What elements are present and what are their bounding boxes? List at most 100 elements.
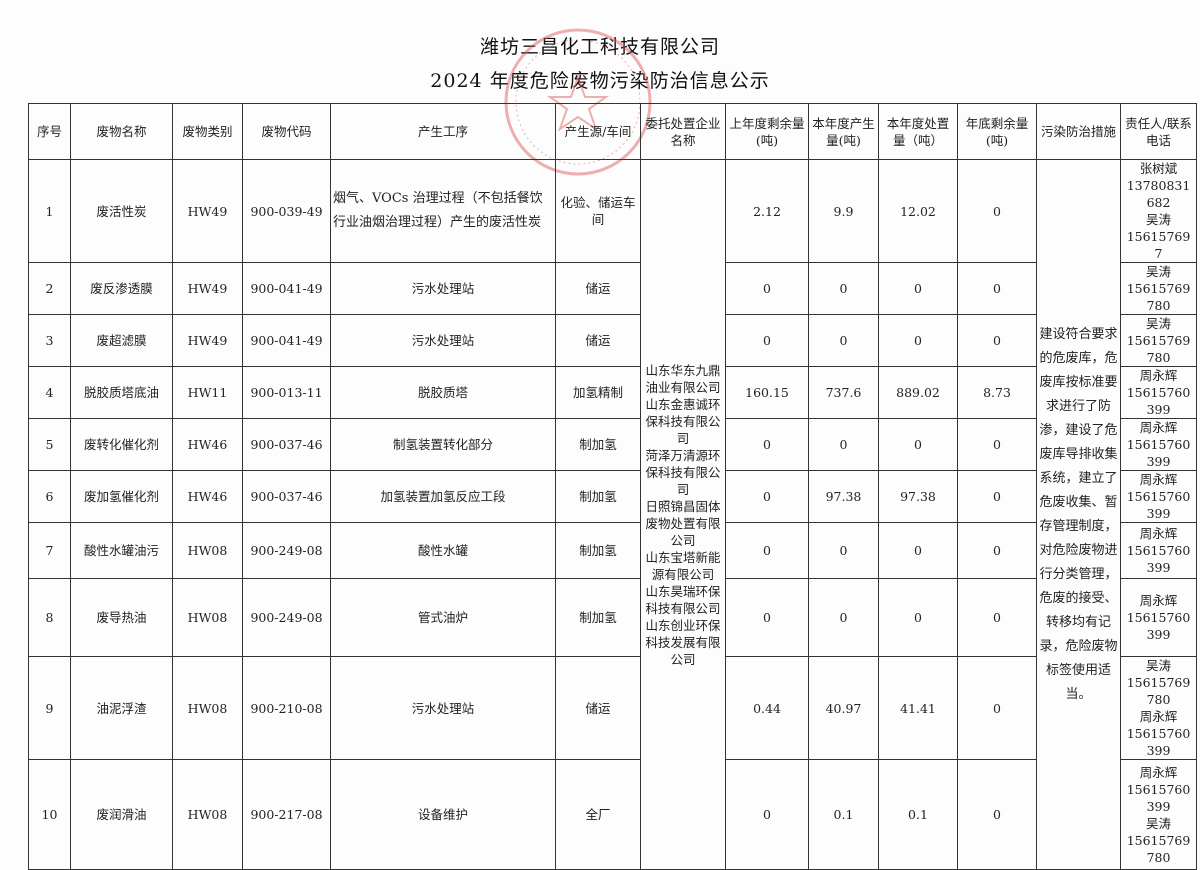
company-name: 潍坊三昌化工科技有限公司 xyxy=(479,36,720,58)
cell-prev: 2.12 xyxy=(725,159,809,263)
cell-remaining: 0 xyxy=(957,418,1037,471)
table-row: 9 油泥浮渣 HW08 900-210-08 污水处理站 储运 0.44 40.97 41.41… xyxy=(28,656,1197,760)
table-row: 8 废导热油 HW08 900-249-08 管式油炉 制加氢 0 0 0 0 周永辉 156157… xyxy=(28,578,1197,657)
cell-process: 管式油炉 xyxy=(330,578,556,657)
cell-category: HW08 xyxy=(172,656,243,760)
cell-category: HW11 xyxy=(172,366,243,419)
cell-source: 制加氢 xyxy=(555,470,641,523)
header-disposal-company: 委托处置企业名称 xyxy=(640,103,726,160)
cell-source: 储运 xyxy=(555,656,641,760)
cell-remaining: 0 xyxy=(957,759,1037,870)
cell-contact: 吴涛 15615769780 xyxy=(1120,314,1197,367)
cell-category: HW46 xyxy=(172,418,243,471)
cell-produced: 0 xyxy=(808,262,879,315)
header-disposed: 本年度处置量（吨） xyxy=(878,103,958,160)
cell-remaining: 0 xyxy=(957,470,1037,523)
cell-code: 900-037-46 xyxy=(242,470,331,523)
cell-process: 酸性水罐 xyxy=(330,522,556,579)
cell-name: 废转化催化剂 xyxy=(70,418,173,471)
cell-code: 900-037-46 xyxy=(242,418,331,471)
header-year-end-remaining: 年底剩余量(吨) xyxy=(957,103,1037,160)
table-row: 4 脱胶质塔底油 HW11 900-013-11 脱胶质塔 加氢精制 160.15 737.6… xyxy=(28,366,1197,419)
cell-source: 储运 xyxy=(555,262,641,315)
cell-category: HW46 xyxy=(172,470,243,523)
cell-prev: 0 xyxy=(725,314,809,367)
cell-prev: 160.15 xyxy=(725,366,809,419)
cell-process: 制氢装置转化部分 xyxy=(330,418,556,471)
cell-code: 900-013-11 xyxy=(242,366,331,419)
cell-source: 全厂 xyxy=(555,759,641,870)
cell-contact: 周永辉 15615760399 xyxy=(1120,578,1197,657)
cell-name: 脱胶质塔底油 xyxy=(70,366,173,419)
cell-name: 酸性水罐油污 xyxy=(70,522,173,579)
cell-prev: 0 xyxy=(725,470,809,523)
cell-contact: 周永辉 15615760399 xyxy=(1120,470,1197,523)
cell-remaining: 0 xyxy=(957,522,1037,579)
cell-disposed: 41.41 xyxy=(878,656,958,760)
cell-contact: 张树斌 13780831682 吴涛 156157697 xyxy=(1120,159,1197,263)
cell-code: 900-041-49 xyxy=(242,314,331,367)
header-source: 产生源/车间 xyxy=(555,103,641,160)
document-title: 2024 年度危险废物污染防治信息公示 xyxy=(430,70,770,92)
cell-source: 加氢精制 xyxy=(555,366,641,419)
cell-prev: 0 xyxy=(725,522,809,579)
cell-disposed: 0 xyxy=(878,522,958,579)
cell-no: 8 xyxy=(28,578,71,657)
header-name: 废物名称 xyxy=(70,103,173,160)
cell-process: 污水处理站 xyxy=(330,314,556,367)
cell-name: 废反渗透膜 xyxy=(70,262,173,315)
pollution-measures-cell: 建设符合要求的危废库，危废库按标准要求进行了防渗，建设了危废库导排收集系统，建立… xyxy=(1036,159,1121,870)
cell-disposed: 0.1 xyxy=(878,759,958,870)
cell-no: 5 xyxy=(28,418,71,471)
cell-source: 制加氢 xyxy=(555,418,641,471)
cell-prev: 0 xyxy=(725,418,809,471)
cell-disposed: 0 xyxy=(878,314,958,367)
cell-contact: 周永辉 15615760399 xyxy=(1120,418,1197,471)
disposal-companies-cell: 山东华东九鼎油业有限公司 山东金惠诚环保科技有限公司 菏泽万清源环保科技有限公司… xyxy=(640,159,726,870)
cell-name: 油泥浮渣 xyxy=(70,656,173,760)
cell-category: HW08 xyxy=(172,578,243,657)
header-process: 产生工序 xyxy=(330,103,556,160)
cell-source: 储运 xyxy=(555,314,641,367)
cell-contact: 周永辉 15615760399 xyxy=(1120,366,1197,419)
cell-remaining: 0 xyxy=(957,656,1037,760)
cell-process: 烟气、VOCs 治理过程（不包括餐饮行业油烟治理过程）产生的废活性炭 xyxy=(330,159,556,263)
header-category: 废物类别 xyxy=(172,103,243,160)
cell-process: 污水处理站 xyxy=(330,262,556,315)
cell-process: 设备维护 xyxy=(330,759,556,870)
cell-source: 制加氢 xyxy=(555,522,641,579)
cell-disposed: 97.38 xyxy=(878,470,958,523)
cell-no: 6 xyxy=(28,470,71,523)
table-row: 10 废润滑油 HW08 900-217-08 设备维护 全厂 0 0.1 0.1 0 周永辉 15… xyxy=(28,759,1197,870)
cell-no: 7 xyxy=(28,522,71,579)
cell-name: 废导热油 xyxy=(70,578,173,657)
cell-name: 废超滤膜 xyxy=(70,314,173,367)
cell-produced: 97.38 xyxy=(808,470,879,523)
cell-contact: 吴涛 15615769780 周永辉 15615760399 xyxy=(1120,656,1197,760)
cell-produced: 40.97 xyxy=(808,656,879,760)
cell-category: HW49 xyxy=(172,314,243,367)
table-row: 3 废超滤膜 HW49 900-041-49 污水处理站 储运 0 0 0 0 吴涛 1561576… xyxy=(28,314,1197,367)
cell-disposed: 889.02 xyxy=(878,366,958,419)
cell-process: 污水处理站 xyxy=(330,656,556,760)
cell-contact: 吴涛 15615769780 xyxy=(1120,262,1197,315)
cell-no: 3 xyxy=(28,314,71,367)
cell-source: 化验、储运车间 xyxy=(555,159,641,263)
hazardous-waste-table: 序号 废物名称 废物类别 废物代码 产生工序 产生源/车间 委托处置企业名称 上年度剩余量(吨… xyxy=(28,103,1197,870)
cell-no: 9 xyxy=(28,656,71,760)
cell-disposed: 0 xyxy=(878,578,958,657)
cell-name: 废加氢催化剂 xyxy=(70,470,173,523)
header-no: 序号 xyxy=(28,103,71,160)
cell-disposed: 12.02 xyxy=(878,159,958,263)
cell-prev: 0 xyxy=(725,759,809,870)
cell-remaining: 0 xyxy=(957,159,1037,263)
cell-produced: 0 xyxy=(808,314,879,367)
cell-produced: 0 xyxy=(808,418,879,471)
cell-prev: 0 xyxy=(725,262,809,315)
header-produced: 本年度产生量(吨) xyxy=(808,103,879,160)
cell-no: 2 xyxy=(28,262,71,315)
header-prev-remaining: 上年度剩余量(吨) xyxy=(725,103,809,160)
cell-category: HW08 xyxy=(172,759,243,870)
cell-disposed: 0 xyxy=(878,262,958,315)
cell-category: HW08 xyxy=(172,522,243,579)
